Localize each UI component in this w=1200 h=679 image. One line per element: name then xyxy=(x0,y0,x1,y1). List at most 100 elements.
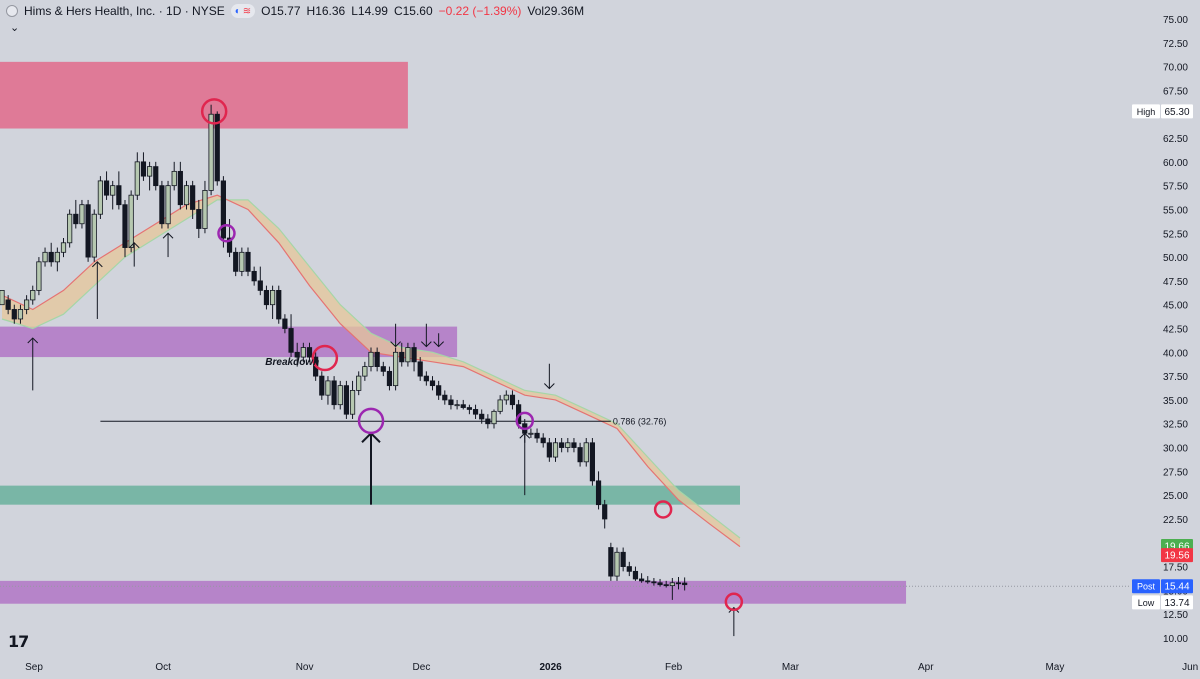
y-tick-label: 60.00 xyxy=(1163,158,1188,169)
candle-body-down xyxy=(226,237,233,253)
candle-body-down xyxy=(436,385,442,396)
candle xyxy=(448,395,454,410)
candle-body-down xyxy=(343,385,350,415)
symbol-logo-icon[interactable] xyxy=(6,5,18,17)
candle xyxy=(423,371,429,386)
candle xyxy=(159,180,165,229)
candle xyxy=(110,180,116,210)
red-highlight-circle xyxy=(653,500,673,519)
candle xyxy=(405,342,411,367)
candle xyxy=(540,433,546,448)
y-tick-label: 55.00 xyxy=(1163,205,1188,216)
price-tag-bg xyxy=(1132,579,1160,594)
candle-body-down xyxy=(399,351,405,363)
arrow-head xyxy=(27,337,39,344)
candle xyxy=(626,561,632,577)
breakdown-annotation: Breakdown xyxy=(265,357,319,368)
x-tick-label: Mar xyxy=(782,662,800,673)
candle xyxy=(509,390,516,410)
candle xyxy=(91,209,97,262)
candle xyxy=(362,361,368,381)
candle-body-up xyxy=(165,185,171,225)
price-value-text: 19.56 xyxy=(1164,551,1189,562)
candle xyxy=(190,180,196,219)
candle xyxy=(140,152,147,181)
status-pill[interactable]: ◐ ≋ xyxy=(230,4,256,18)
candle-body-down xyxy=(233,251,239,272)
candle-body-down xyxy=(5,299,11,310)
y-tick-label: 72.50 xyxy=(1163,39,1188,50)
candle xyxy=(251,266,257,286)
candle xyxy=(325,376,331,405)
arrow-head xyxy=(433,341,445,348)
candle xyxy=(128,190,134,253)
price-tag-bg xyxy=(1132,104,1160,119)
purple-highlight-circle xyxy=(217,224,236,243)
arrow-head xyxy=(543,383,555,390)
candle xyxy=(48,242,54,267)
candle xyxy=(343,380,350,419)
candle-body-down xyxy=(190,185,196,210)
purple-support-zone xyxy=(0,580,907,604)
candle-body-down xyxy=(682,582,688,586)
candle-body-down xyxy=(571,442,577,448)
candle xyxy=(559,438,565,453)
candle-body-down xyxy=(319,375,325,396)
candle-body-down xyxy=(116,185,122,206)
chevron-down-icon[interactable]: ⌄ xyxy=(10,22,20,34)
candle-body-up xyxy=(269,290,276,306)
candle-body-down xyxy=(48,251,54,263)
candle-body-down xyxy=(11,309,17,320)
candle-body-down xyxy=(675,582,682,585)
candle xyxy=(602,499,608,529)
candle xyxy=(552,438,559,462)
candle xyxy=(0,290,5,306)
candle xyxy=(417,357,423,381)
candle-body-up xyxy=(128,194,134,248)
candle-body-up xyxy=(110,185,116,196)
candle-body-up xyxy=(356,375,362,391)
candle-body-up xyxy=(67,213,73,244)
x-tick-label: Nov xyxy=(296,662,314,673)
market-status-icon: ◐ xyxy=(234,5,241,17)
candle xyxy=(349,380,356,419)
candle-body-up xyxy=(60,242,67,253)
candle-body-down xyxy=(632,570,639,580)
candle xyxy=(288,314,294,358)
candle xyxy=(571,438,577,453)
candle xyxy=(331,376,337,410)
candle xyxy=(85,199,91,262)
candle-body-down xyxy=(602,504,608,520)
ohlc-open: O15.77 xyxy=(261,4,301,18)
candle-body-up xyxy=(503,394,509,401)
candle-body-down xyxy=(626,566,632,572)
y-tick-label: 45.00 xyxy=(1163,301,1188,312)
candle-body-up xyxy=(454,404,460,407)
candle-body-down xyxy=(380,366,386,372)
ohlc-low: L14.99 xyxy=(351,4,388,18)
candle xyxy=(491,409,497,429)
candle-body-down xyxy=(294,351,300,358)
candle-body-down xyxy=(460,404,466,408)
price-tag-bg xyxy=(1132,595,1160,610)
candle xyxy=(67,209,73,248)
candle-body-down xyxy=(479,413,485,420)
data-delay-icon: ≋ xyxy=(242,5,252,17)
candle xyxy=(122,199,128,258)
candle xyxy=(399,342,405,367)
candle-body-up xyxy=(368,351,374,367)
candle xyxy=(534,428,540,443)
candle-body-down xyxy=(257,280,263,291)
candle xyxy=(208,104,214,196)
symbol-title[interactable]: Hims & Hers Health, Inc. · 1D · NYSE xyxy=(24,4,225,18)
candle-body-up xyxy=(42,251,48,263)
candle xyxy=(134,152,140,200)
candle xyxy=(245,247,251,277)
candle xyxy=(183,180,190,210)
candle xyxy=(337,380,343,410)
arrow-head xyxy=(519,432,531,439)
x-tick-label: Sep xyxy=(25,662,43,673)
y-tick-label: 10.00 xyxy=(1163,634,1188,645)
price-value-text: 13.74 xyxy=(1164,598,1189,609)
